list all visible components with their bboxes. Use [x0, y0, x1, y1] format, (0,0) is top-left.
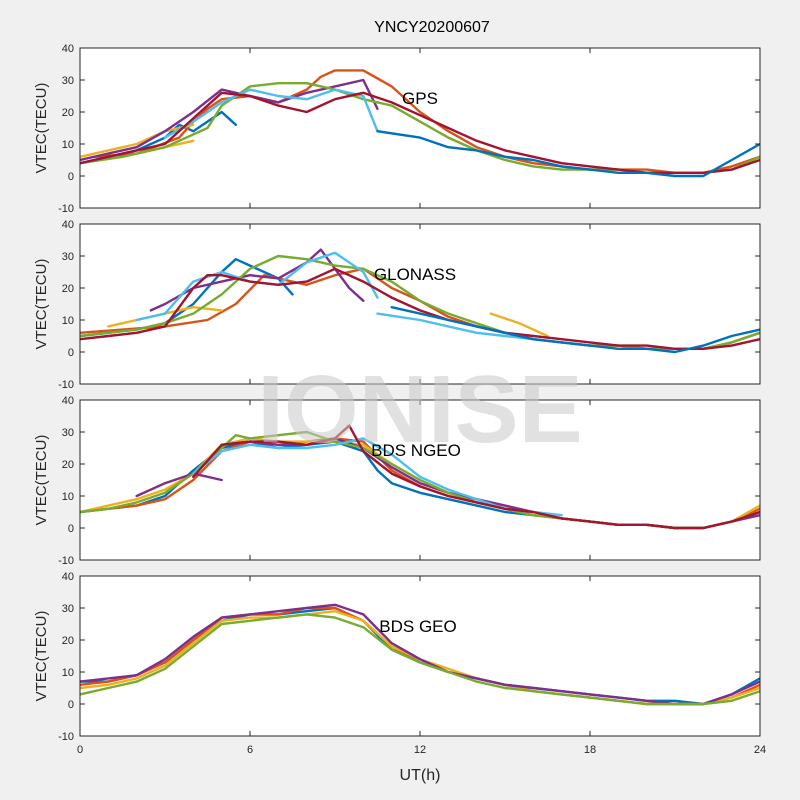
series-group	[80, 603, 760, 706]
series-group	[80, 424, 760, 530]
y-tick-label: 0	[68, 699, 74, 711]
x-axis-label: UT(h)	[400, 767, 441, 784]
x-tick-label: 0	[77, 744, 83, 756]
series-line-8	[192, 424, 760, 530]
y-tick-label: 20	[62, 283, 74, 295]
y-tick-label: 10	[62, 491, 74, 503]
y-tick-label: 30	[62, 603, 74, 615]
panel-annotation: GLONASS	[374, 265, 456, 284]
series-line-4	[489, 312, 549, 338]
series-line-4	[80, 603, 760, 706]
series-line-5	[80, 613, 760, 706]
y-tick-label: 0	[68, 347, 74, 359]
panel-2: -10 0 10 20 30 40 VTEC(TECU) GLONASS	[33, 219, 761, 391]
series-line-5	[80, 78, 379, 162]
y-tick-label: 10	[62, 139, 74, 151]
y-tick-label: 40	[62, 43, 74, 55]
panel-1: -10 0 10 20 30 40 VTEC(TECU) GPS	[33, 43, 761, 215]
series-group	[80, 248, 760, 354]
chart-title: YNCY20200607	[374, 19, 490, 36]
plot-area	[80, 576, 760, 736]
y-tick-label: -10	[58, 203, 74, 215]
series-group	[80, 69, 760, 178]
panel-annotation: GPS	[402, 89, 438, 108]
y-tick-label: 30	[62, 427, 74, 439]
series-line-9	[80, 267, 760, 350]
x-tick-label: 24	[754, 744, 766, 756]
y-tick-label: 0	[68, 171, 74, 183]
y-tick-label: 20	[62, 107, 74, 119]
y-tick-label: 20	[62, 635, 74, 647]
y-tick-label: 10	[62, 667, 74, 679]
series-line-4	[135, 472, 223, 498]
y-tick-label: 40	[62, 395, 74, 407]
y-tick-label: 30	[62, 251, 74, 263]
y-tick-label: -10	[58, 555, 74, 567]
y-tick-label: 20	[62, 459, 74, 471]
series-line-3	[80, 123, 195, 159]
y-tick-label: 10	[62, 315, 74, 327]
x-tick-label: 6	[247, 744, 253, 756]
y-tick-label: 0	[68, 523, 74, 535]
y-tick-label: 40	[62, 571, 74, 583]
y-tick-label: 30	[62, 75, 74, 87]
series-line-2	[92, 69, 760, 175]
series-line-9	[376, 129, 760, 178]
y-tick-label: 40	[62, 219, 74, 231]
y-tick-label: -10	[58, 731, 74, 743]
x-tick-label: 18	[584, 744, 596, 756]
y-axis-label: VTEC(TECU)	[33, 83, 50, 174]
y-axis-label: VTEC(TECU)	[33, 435, 50, 526]
plot-area	[80, 48, 760, 208]
panel-annotation: BDS GEO	[379, 617, 456, 636]
y-axis-label: VTEC(TECU)	[33, 611, 50, 702]
x-tick-label: 12	[414, 744, 426, 756]
panel-3: -10 0 10 20 30 40 VTEC(TECU) BDS NGEO	[33, 395, 761, 567]
watermark: IONISE	[257, 356, 582, 463]
y-tick-label: -10	[58, 379, 74, 391]
series-line-10	[390, 306, 760, 354]
panel-annotation: BDS NGEO	[371, 441, 461, 460]
y-axis-label: VTEC(TECU)	[33, 259, 50, 350]
